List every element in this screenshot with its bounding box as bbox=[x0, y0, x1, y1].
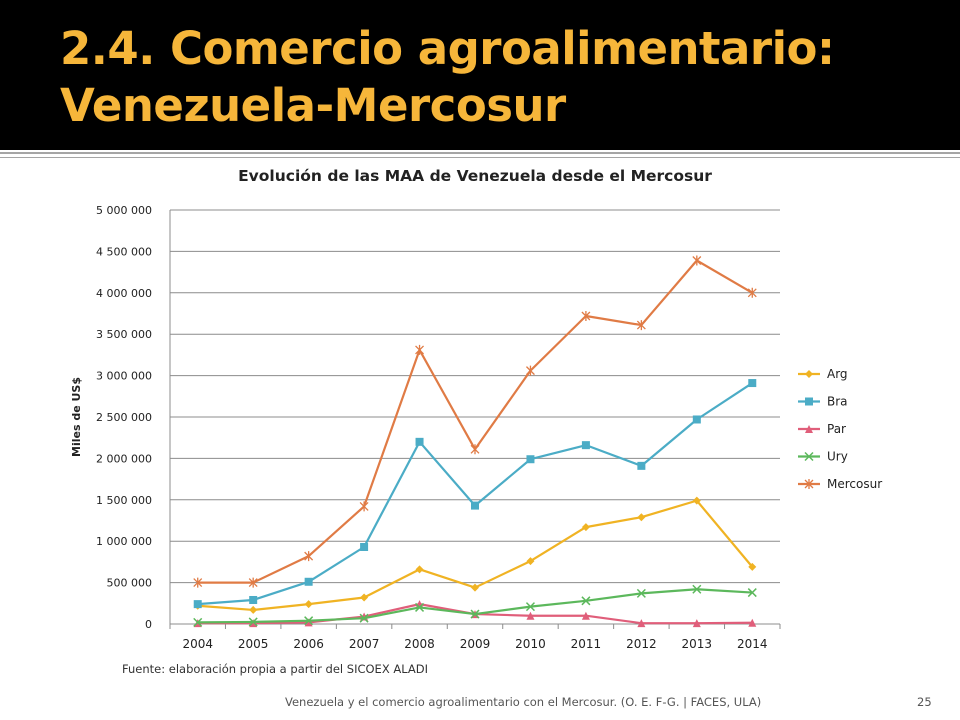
x-tick-label: 2012 bbox=[626, 637, 657, 651]
data-point-mercosur bbox=[581, 310, 591, 321]
y-tick-label: 3 500 000 bbox=[96, 328, 152, 341]
title-divider-thin bbox=[0, 157, 960, 158]
data-point-arg bbox=[471, 583, 479, 592]
slide-title-line-2: Venezuela-Mercosur bbox=[60, 79, 566, 132]
y-tick-label: 2 000 000 bbox=[96, 452, 152, 465]
data-point-ury bbox=[248, 617, 258, 627]
data-point-mercosur bbox=[470, 444, 480, 455]
data-point-ury bbox=[692, 584, 702, 594]
source-note: Fuente: elaboración propia a partir del … bbox=[122, 662, 429, 676]
title-bar bbox=[0, 0, 960, 150]
y-tick-label: 4 000 000 bbox=[96, 287, 152, 300]
data-point-par bbox=[748, 618, 757, 627]
legend-label-mercosur: Mercosur bbox=[827, 477, 882, 491]
y-tick-label: 500 000 bbox=[107, 577, 153, 590]
data-point-arg bbox=[748, 562, 757, 571]
x-tick-label: 2007 bbox=[349, 637, 380, 651]
y-tick-label: 4 500 000 bbox=[96, 245, 152, 258]
y-tick-label: 2 500 000 bbox=[96, 411, 152, 424]
data-point-ury bbox=[193, 617, 203, 627]
page-number: 25 bbox=[917, 695, 932, 709]
data-point-bra bbox=[304, 577, 313, 586]
data-point-bra bbox=[526, 455, 535, 464]
y-tick-label: 1 500 000 bbox=[96, 494, 152, 507]
chart-title: Evolución de las MAA de Venezuela desde … bbox=[238, 167, 712, 185]
data-point-par bbox=[304, 618, 313, 627]
x-tick-label: 2008 bbox=[404, 637, 435, 651]
data-point-bra bbox=[360, 542, 369, 551]
legend-label-bra: Bra bbox=[827, 395, 848, 409]
y-tick-label: 5 000 000 bbox=[96, 204, 152, 217]
data-point-par bbox=[692, 619, 701, 628]
data-point-par bbox=[637, 619, 646, 628]
data-point-ury bbox=[636, 588, 646, 598]
x-tick-label: 2006 bbox=[293, 637, 324, 651]
x-tick-label: 2011 bbox=[571, 637, 602, 651]
data-point-ury bbox=[304, 616, 314, 626]
data-point-bra bbox=[581, 441, 590, 450]
data-point-mercosur bbox=[304, 551, 314, 562]
data-point-bra bbox=[471, 501, 479, 510]
data-point-bra bbox=[193, 600, 202, 609]
legend-label-par: Par bbox=[827, 422, 846, 436]
series-line-arg bbox=[197, 499, 754, 612]
data-point-ury bbox=[415, 602, 425, 612]
data-point-mercosur bbox=[692, 255, 702, 266]
legend-label-ury: Ury bbox=[827, 450, 848, 464]
legend-marker-par bbox=[805, 425, 813, 433]
data-point-par bbox=[249, 619, 258, 628]
data-point-bra bbox=[692, 415, 701, 424]
data-point-ury bbox=[359, 613, 369, 623]
legend-marker-mercosur bbox=[804, 479, 814, 489]
data-point-ury bbox=[470, 609, 480, 619]
series-line-mercosur bbox=[197, 259, 753, 584]
x-tick-label: 2014 bbox=[737, 637, 768, 651]
data-point-arg bbox=[526, 557, 535, 566]
data-point-ury bbox=[525, 602, 535, 612]
data-point-ury bbox=[581, 596, 591, 606]
legend-marker-arg bbox=[805, 370, 813, 378]
data-point-par bbox=[581, 611, 590, 620]
data-point-bra bbox=[249, 595, 258, 604]
legend-label-arg: Arg bbox=[827, 367, 848, 381]
data-point-mercosur bbox=[193, 577, 203, 588]
x-tick-label: 2010 bbox=[515, 637, 546, 651]
data-point-mercosur bbox=[248, 577, 258, 588]
data-point-bra bbox=[748, 379, 757, 388]
data-point-mercosur bbox=[359, 501, 369, 512]
data-point-bra bbox=[637, 461, 646, 470]
y-tick-label: 1 000 000 bbox=[96, 535, 152, 548]
data-point-arg bbox=[360, 593, 369, 602]
slide-title-line-1: 2.4. Comercio agroalimentario: bbox=[60, 22, 835, 75]
series-line-bra bbox=[197, 382, 753, 606]
data-point-arg bbox=[692, 496, 701, 505]
x-tick-label: 2013 bbox=[682, 637, 713, 651]
data-point-mercosur bbox=[636, 320, 646, 331]
data-point-arg bbox=[581, 523, 590, 532]
y-tick-label: 0 bbox=[145, 618, 152, 631]
data-point-arg bbox=[304, 600, 313, 609]
data-point-ury bbox=[747, 588, 757, 598]
data-point-mercosur bbox=[747, 287, 757, 298]
data-point-mercosur bbox=[525, 365, 535, 376]
x-tick-label: 2005 bbox=[238, 637, 269, 651]
data-point-bra bbox=[415, 437, 424, 446]
data-point-arg bbox=[415, 565, 424, 574]
data-point-arg bbox=[637, 513, 646, 522]
data-point-par bbox=[526, 611, 535, 620]
slide-footer: Venezuela y el comercio agroalimentario … bbox=[285, 695, 762, 709]
legend-marker-ury bbox=[804, 451, 814, 462]
legend-marker-bra bbox=[805, 397, 813, 406]
y-tick-label: 3 000 000 bbox=[96, 370, 152, 383]
data-point-mercosur bbox=[415, 344, 425, 355]
title-divider-thick bbox=[0, 152, 960, 154]
data-point-arg bbox=[249, 605, 258, 614]
x-tick-label: 2004 bbox=[182, 637, 213, 651]
x-tick-label: 2009 bbox=[460, 637, 491, 651]
y-axis-label: Miles de US$ bbox=[70, 377, 83, 457]
